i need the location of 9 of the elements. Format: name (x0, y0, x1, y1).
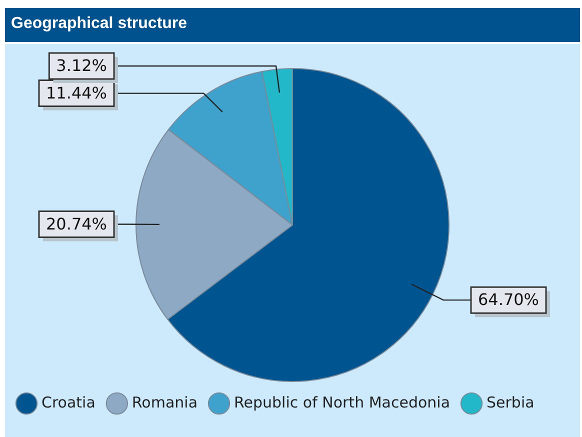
data-label: 20.74% (46, 214, 108, 234)
data-label: 11.44% (46, 83, 108, 102)
data-label: 3.12% (56, 56, 107, 76)
chart-title: Geographical structure (5, 8, 580, 44)
legend-label: Romania (132, 393, 198, 412)
legend-label: Republic of North Macedonia (234, 393, 450, 412)
legend-label: Croatia (42, 393, 96, 412)
data-label: 64.70% (478, 290, 540, 310)
legend-label: Serbia (486, 393, 534, 412)
